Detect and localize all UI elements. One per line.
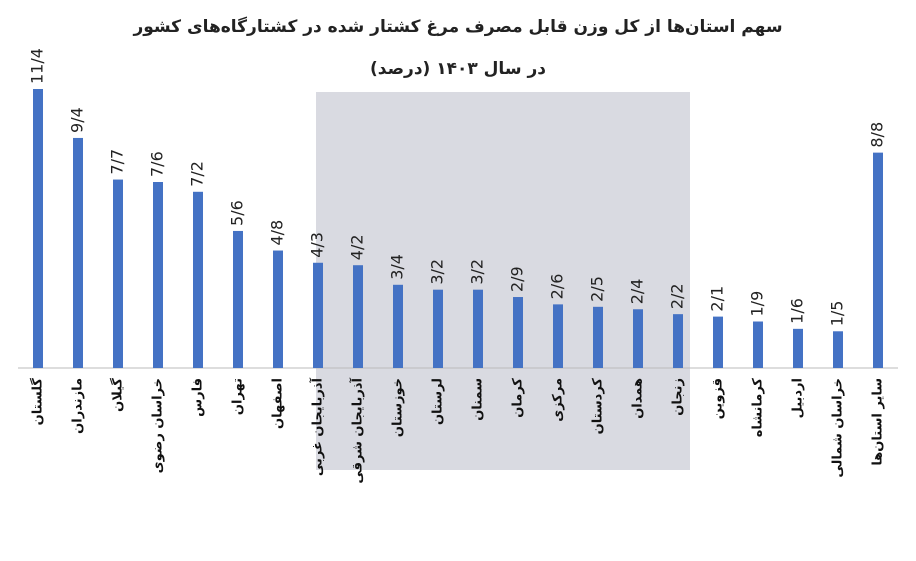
value-label: 7/2 (188, 161, 207, 187)
x-tick-label: گلستان (30, 378, 46, 426)
value-label: 2/2 (668, 283, 687, 309)
bar (553, 304, 563, 368)
x-tick-label: قزوین (711, 378, 726, 419)
value-label: 2/1 (708, 286, 727, 312)
x-tick-label: تهران (231, 378, 246, 415)
value-label: 11/4 (28, 48, 47, 84)
bar (713, 316, 723, 368)
bar (73, 137, 83, 368)
bar (433, 289, 443, 368)
x-tick-label: لرستان (431, 378, 446, 425)
x-tick-label: کردستان (591, 378, 606, 435)
value-label: 9/4 (68, 107, 87, 133)
bar (393, 284, 403, 368)
bar (233, 230, 243, 368)
x-tick-label: سمنان (471, 378, 486, 421)
bar (873, 152, 883, 368)
bar (753, 321, 763, 368)
value-label: 5/6 (228, 200, 247, 226)
x-tick-label: خراسان شمالی (831, 378, 846, 478)
bar (273, 250, 283, 368)
x-tick-label: فارس (191, 378, 206, 417)
value-label: 3/2 (468, 259, 487, 285)
bar (313, 262, 323, 368)
value-label: 2/4 (628, 279, 647, 305)
value-label: 2/6 (548, 274, 567, 300)
watermark (316, 92, 690, 470)
value-label: 3/2 (428, 259, 447, 285)
chart-title: سهم استان‌ها از کل وزن قابل مصرف مرغ کشت… (132, 16, 782, 37)
value-label: 1/6 (788, 298, 807, 324)
bar (193, 191, 203, 368)
bar (833, 331, 843, 368)
value-label: 1/5 (828, 301, 847, 327)
bar (113, 179, 123, 368)
x-tick-label: همدان (631, 378, 646, 419)
x-tick-label: مرکزی (551, 378, 566, 422)
bar (793, 328, 803, 368)
bar (353, 265, 363, 368)
value-label: 8/8 (868, 122, 887, 148)
x-tick-label: کرمانشاه (751, 378, 766, 438)
chart-subtitle: در سال ۱۴۰۳ (درصد) (370, 59, 546, 79)
x-tick-label: گیلان (110, 378, 126, 412)
bar (33, 89, 43, 368)
value-label: 4/2 (348, 234, 367, 260)
x-tick-label: خراسان رضوی (151, 378, 166, 473)
bar (513, 297, 523, 368)
x-tick-label: مازندران (71, 378, 86, 434)
value-label: 4/8 (268, 220, 287, 246)
x-tick-label: زنجان (671, 378, 686, 416)
value-label: 7/6 (148, 151, 167, 177)
x-tick-label: سایر استان‌ها (871, 378, 886, 466)
bar (153, 182, 163, 368)
x-tick-label: آذربایجان شرقی (349, 377, 366, 483)
value-label: 2/9 (508, 266, 527, 292)
x-tick-label: اصفهان (271, 378, 286, 429)
x-tick-label: کرمان (511, 378, 526, 418)
bar (593, 306, 603, 368)
value-label: 2/5 (588, 276, 607, 302)
bar (633, 309, 643, 368)
value-label: 4/3 (308, 232, 327, 258)
value-label: 1/9 (748, 291, 767, 317)
x-tick-label: آذربایجان غربی (309, 377, 326, 476)
value-label: 7/7 (108, 149, 127, 175)
x-tick-label: خوزستان (391, 378, 406, 437)
x-tick-label: اردبیل (791, 378, 806, 418)
bar (473, 289, 483, 368)
bar (673, 314, 683, 368)
value-label: 3/4 (388, 254, 407, 280)
